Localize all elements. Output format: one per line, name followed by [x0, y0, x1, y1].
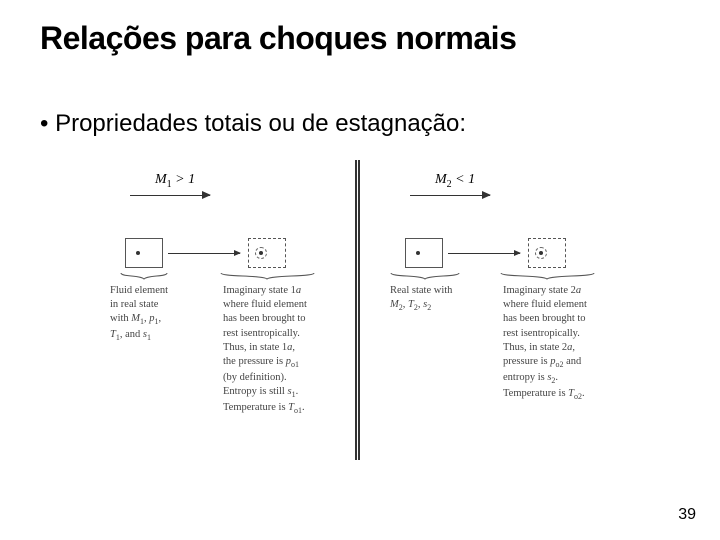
caption-imag-1: Imaginary state 1awhere fluid elementhas…: [223, 284, 333, 417]
isentropic-arrow-1: [168, 253, 240, 254]
brace-imag-2: [500, 272, 595, 280]
shock-diagram: M1 > 1 Fluid elementin real statewith M1…: [80, 160, 655, 460]
flow-arrow-2: [410, 195, 490, 196]
caption-imag-2: Imaginary state 2awhere fluid elementhas…: [503, 284, 613, 403]
real-state-2-box: [405, 238, 443, 268]
slide-title: Relações para choques normais: [40, 20, 700, 57]
caption-real-1: Fluid elementin real statewith M1, p1,T1…: [110, 284, 185, 344]
brace-imag-1: [220, 272, 315, 280]
imaginary-state-1a-box: [248, 238, 286, 268]
caption-real-2: Real state withM2, T2, s2: [390, 284, 470, 314]
flow-arrow-1: [130, 195, 210, 196]
brace-real-1: [120, 272, 168, 280]
imaginary-state-2a-box: [528, 238, 566, 268]
bullet-text: Propriedades totais ou de estagnação:: [40, 110, 466, 138]
mach-1-label: M1 > 1: [155, 172, 195, 190]
mach-2-label: M2 < 1: [435, 172, 475, 190]
shock-wave-line: [355, 160, 360, 460]
real-state-1-box: [125, 238, 163, 268]
isentropic-arrow-2: [448, 253, 520, 254]
page-number: 39: [678, 506, 696, 524]
brace-real-2: [390, 272, 460, 280]
